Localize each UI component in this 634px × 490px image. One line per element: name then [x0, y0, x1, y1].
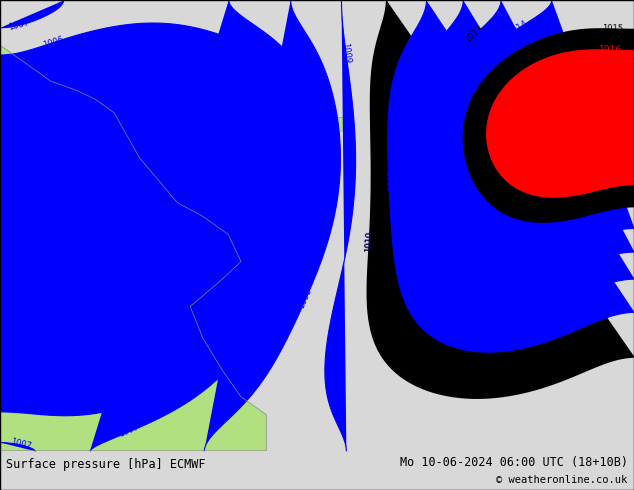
Text: 999: 999 [146, 229, 164, 246]
Point [0, 447, 5, 455]
Text: 1004: 1004 [228, 249, 248, 271]
Text: 1006: 1006 [42, 34, 65, 49]
Text: 1007: 1007 [118, 423, 141, 439]
Point [0, 447, 5, 455]
Point [0, 447, 5, 455]
Text: 1015: 1015 [602, 24, 623, 33]
Text: 1012: 1012 [563, 287, 586, 303]
Text: 1010: 1010 [364, 231, 374, 252]
Polygon shape [260, 117, 349, 172]
Point [0, 447, 5, 455]
Text: 1003: 1003 [186, 277, 206, 300]
Polygon shape [266, 99, 304, 126]
Text: © weatheronline.co.uk: © weatheronline.co.uk [496, 475, 628, 485]
Point [0, 447, 5, 455]
Text: 1007: 1007 [8, 18, 30, 31]
Text: 1000: 1000 [17, 168, 36, 191]
Text: 1009: 1009 [340, 42, 351, 64]
Text: Mo 10-06-2024 06:00 UTC (18+10B): Mo 10-06-2024 06:00 UTC (18+10B) [399, 456, 628, 469]
Text: 1002: 1002 [197, 240, 217, 262]
Point [0, 447, 5, 455]
Text: 1013: 1013 [463, 24, 485, 45]
Text: 1007: 1007 [10, 438, 32, 452]
Polygon shape [279, 279, 292, 316]
Point [0, 447, 5, 455]
Point [0, 447, 5, 455]
Polygon shape [0, 45, 266, 451]
Text: 1008: 1008 [297, 287, 314, 310]
Point [0, 447, 5, 455]
Point [0, 447, 5, 455]
Text: 1010: 1010 [364, 231, 374, 252]
Text: 1011: 1011 [384, 171, 393, 192]
Text: 1016: 1016 [599, 45, 623, 54]
Point [0, 447, 5, 455]
Text: 1005: 1005 [221, 285, 241, 307]
Point [0, 447, 5, 455]
Point [0, 447, 5, 455]
Point [0, 447, 5, 455]
Point [0, 447, 5, 455]
Text: 1017: 1017 [579, 159, 604, 173]
Point [0, 447, 5, 455]
Point [0, 447, 5, 455]
Point [0, 447, 5, 455]
Point [0, 447, 5, 455]
Point [0, 447, 5, 455]
Text: 998: 998 [130, 215, 148, 231]
Point [0, 447, 5, 455]
Text: 1014: 1014 [506, 19, 529, 37]
Text: 1013: 1013 [463, 24, 485, 45]
Point [0, 447, 5, 455]
Point [0, 447, 5, 455]
Text: 1001: 1001 [157, 264, 178, 286]
Polygon shape [247, 180, 273, 203]
Text: Surface pressure [hPa] ECMWF: Surface pressure [hPa] ECMWF [6, 458, 206, 471]
Point [0, 447, 5, 455]
Polygon shape [222, 180, 254, 225]
